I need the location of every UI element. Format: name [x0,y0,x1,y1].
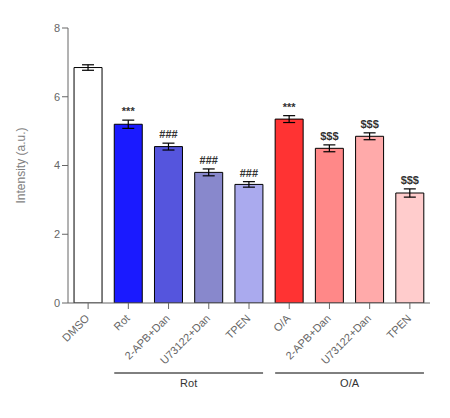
svg-text:***: *** [283,101,297,113]
svg-text:8: 8 [54,22,60,34]
svg-text:0: 0 [54,297,60,309]
svg-text:TPEN: TPEN [223,312,252,341]
svg-text:$$$: $$$ [360,118,378,130]
svg-text:U73122+Dan: U73122+Dan [158,312,213,367]
svg-text:2: 2 [54,228,60,240]
svg-text:O/A: O/A [340,377,360,389]
svg-text:DMSO: DMSO [60,312,92,344]
svg-text:###: ### [240,167,258,179]
svg-text:Rot: Rot [111,312,132,333]
svg-text:Rot: Rot [180,377,197,389]
svg-text:2-APB+Dan: 2-APB+Dan [283,312,333,362]
svg-text:TPEN: TPEN [384,312,413,341]
svg-text:6: 6 [54,91,60,103]
svg-text:O/A: O/A [271,312,293,334]
svg-text:$$$: $$$ [320,130,338,142]
svg-text:4: 4 [54,159,60,171]
svg-text:***: *** [122,105,136,117]
svg-text:2-APB+Dan: 2-APB+Dan [122,312,172,362]
svg-text:Intensity (a.u.): Intensity (a.u.) [14,127,28,203]
svg-text:$$$: $$$ [401,174,419,186]
svg-text:U73122+Dan: U73122+Dan [319,312,374,367]
svg-text:###: ### [159,128,177,140]
svg-text:###: ### [200,154,218,166]
